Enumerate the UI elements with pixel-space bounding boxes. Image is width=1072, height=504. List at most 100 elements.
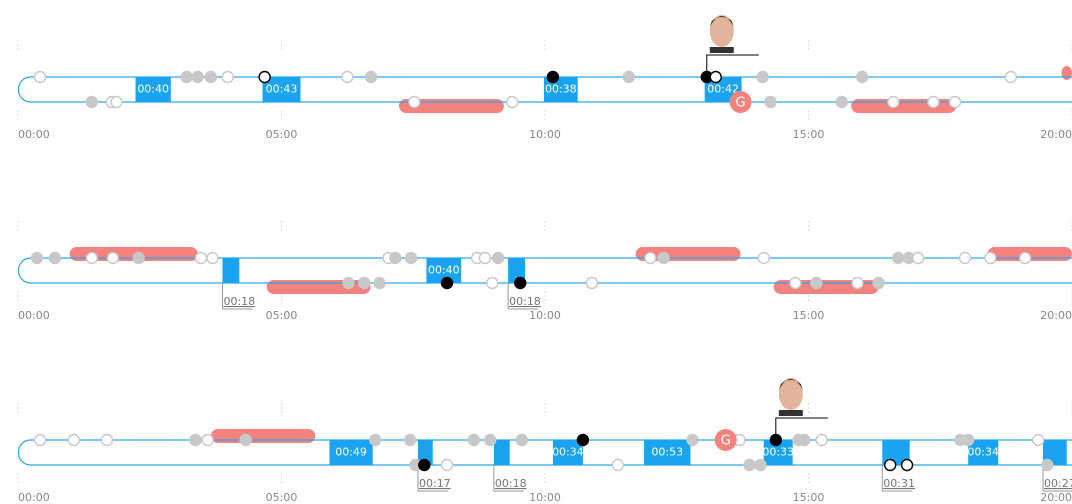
face-shirt: [709, 47, 734, 53]
face-shirt: [778, 410, 803, 416]
label-bracket: [1042, 465, 1072, 492]
shot: [486, 276, 499, 290]
x-tick-label: 20:00: [1040, 491, 1072, 504]
shot: [1041, 458, 1054, 472]
powerplay-label: 00:49: [335, 446, 367, 459]
x-tick-label: 20:00: [1040, 128, 1072, 141]
shot: [110, 95, 123, 109]
powerplay-label: 00:18: [495, 477, 527, 490]
shot: [369, 433, 382, 447]
shot: [883, 458, 897, 472]
shot: [984, 251, 997, 265]
shot: [403, 433, 417, 447]
powerplay-box: [135, 77, 171, 102]
shot: [404, 251, 418, 265]
powerplay-label: 00:17: [419, 477, 451, 490]
powerplay-label: 00:53: [651, 446, 683, 459]
shot: [33, 433, 47, 447]
shot: [132, 251, 145, 265]
face-skin: [778, 378, 803, 410]
shot: [206, 251, 219, 265]
shot: [789, 276, 802, 290]
x-tick-label: 00:00: [18, 491, 50, 504]
penalty-bar: [210, 429, 316, 443]
shot: [180, 70, 193, 84]
shot: [33, 70, 47, 84]
shot: [757, 251, 770, 265]
goal: [714, 429, 737, 451]
shot: [483, 433, 497, 447]
shot: [1018, 251, 1032, 265]
track: [17, 439, 1072, 466]
shot: [418, 458, 431, 472]
shot: [100, 433, 114, 447]
label-bracket: [881, 465, 913, 492]
shot: [709, 70, 722, 84]
shot: [364, 70, 378, 84]
penalty-bar: [851, 99, 957, 113]
x-tick-label: 15:00: [793, 491, 825, 504]
shot: [221, 70, 234, 84]
shot: [856, 70, 869, 84]
x-tick-label: 10:00: [529, 128, 561, 141]
penalty-bar: [1061, 66, 1072, 80]
powerplay-label: 00:34: [967, 446, 999, 459]
x-tick-label: 00:00: [18, 128, 50, 141]
powerplay-label: 00:38: [545, 83, 577, 96]
shot: [872, 276, 885, 290]
powerplay-box: [1043, 440, 1067, 465]
shot: [440, 458, 454, 472]
x-tick-label: 05:00: [266, 309, 298, 322]
powerplay-label: 00:40: [137, 83, 169, 96]
shot: [798, 433, 811, 447]
shot: [958, 251, 972, 265]
shot: [1004, 70, 1018, 84]
player-face: [773, 370, 808, 416]
player-bracket: [775, 417, 828, 440]
x-tick-label: 20:00: [1040, 309, 1072, 322]
x-tick-label: 00:00: [18, 309, 50, 322]
powerplay-box: [552, 440, 583, 465]
shot: [478, 251, 492, 265]
powerplay-box: [968, 440, 999, 465]
shot: [891, 251, 905, 265]
shot: [408, 95, 421, 109]
x-tick-label: 15:00: [793, 309, 825, 322]
powerplay-label: 00:18: [223, 295, 255, 308]
shot: [440, 276, 454, 290]
goal: [729, 91, 752, 113]
shot: [622, 70, 635, 84]
shot: [585, 276, 599, 290]
shot: [611, 458, 624, 472]
shot: [204, 70, 218, 84]
powerplay-box: [493, 440, 510, 465]
powerplay-label: 00:33: [762, 446, 794, 459]
powerplay-box: [508, 258, 525, 283]
shot: [373, 276, 386, 290]
x-tick-label: 15:00: [793, 128, 825, 141]
label-bracket: [507, 283, 539, 310]
powerplay-label: 00:40: [428, 264, 460, 277]
shot: [576, 433, 590, 447]
powerplay-label: 00:42: [707, 83, 739, 96]
powerplay-box: [417, 440, 433, 465]
powerplay-box: [329, 440, 373, 465]
shot: [764, 95, 777, 109]
powerplay-label: 00:34: [552, 446, 584, 459]
powerplay-label: 00:27: [1044, 477, 1072, 490]
shot: [686, 433, 699, 447]
player-bracket: [706, 54, 759, 77]
shot: [514, 276, 527, 290]
x-tick-label: 10:00: [529, 309, 561, 322]
face-hair: [709, 16, 734, 27]
shot: [911, 251, 925, 265]
shot: [342, 276, 355, 290]
shot: [341, 70, 354, 84]
shot: [506, 95, 519, 109]
powerplay-box: [222, 258, 240, 283]
shot: [887, 95, 900, 109]
shot: [358, 276, 371, 290]
goal-label: G: [721, 434, 731, 449]
shot: [194, 251, 208, 265]
